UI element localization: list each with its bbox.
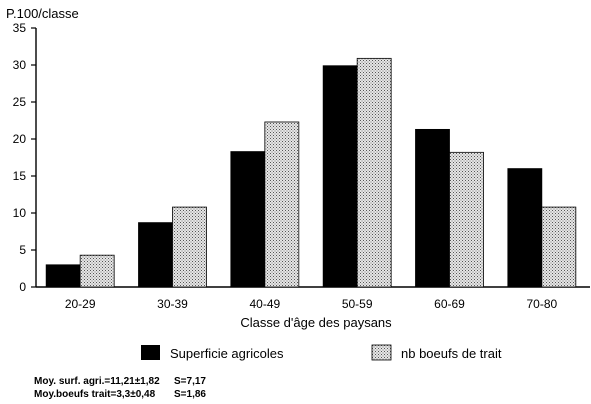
note-boeufs-mean: Moy.boeufs trait=3,3±0,48 [34,389,156,400]
bar-superficie-20-29 [45,264,81,288]
y-tick-label: 25 [13,95,27,109]
bar-boeufs-40-49 [264,121,300,288]
bar-superficie-30-39 [138,222,173,288]
legend: Superficie agricoles nb boeufs de trait [141,344,502,361]
x-tick-label: 20-29 [65,297,96,311]
bar-boeufs-60-69 [449,151,484,288]
bar-boeufs-30-39 [172,206,207,288]
y-tick-label: 35 [13,21,27,35]
x-tick-labels: 20-29 30-39 40-49 50-59 60-69 70-80 [65,297,558,311]
x-tick-label: 50-59 [342,297,373,311]
axes [35,28,590,288]
note-boeufs-sd: S=1,86 [174,389,206,400]
bar-superficie-60-69 [415,128,450,288]
legend-swatch-boeufs [371,344,392,361]
statistics-notes: Moy. surf. agri.=11,21±1,82 S=7,17 Moy.b… [34,376,206,400]
y-tick-label: 20 [13,132,27,146]
note-surf-sd: S=7,17 [174,376,206,387]
y-axis-label: P.100/classe [6,6,79,21]
legend-label-boeufs: nb boeufs de trait [401,346,502,361]
y-tick-label: 5 [19,243,26,257]
y-tick-label: 0 [19,280,26,294]
bars [45,57,577,288]
bar-superficie-40-49 [230,151,266,288]
legend-swatch-superficie [141,345,160,360]
y-tick-label: 30 [13,58,27,72]
note-surf-mean: Moy. surf. agri.=11,21±1,82 [34,376,160,387]
bar-boeufs-50-59 [356,57,392,288]
bar-boeufs-70-80 [541,206,577,288]
bar-superficie-50-59 [322,65,358,288]
x-tick-label: 70-80 [526,297,557,311]
y-tick-label: 10 [13,206,27,220]
y-ticks: 0 5 10 15 20 25 30 35 [13,21,36,294]
x-axis-label: Classe d'âge des paysans [240,315,392,330]
x-tick-label: 40-49 [249,297,280,311]
legend-label-superficie: Superficie agricoles [170,346,284,361]
bar-boeufs-20-29 [79,254,115,288]
bar-superficie-70-80 [507,168,543,288]
y-tick-label: 15 [13,169,27,183]
x-tick-label: 60-69 [434,297,465,311]
x-tick-label: 30-39 [157,297,188,311]
